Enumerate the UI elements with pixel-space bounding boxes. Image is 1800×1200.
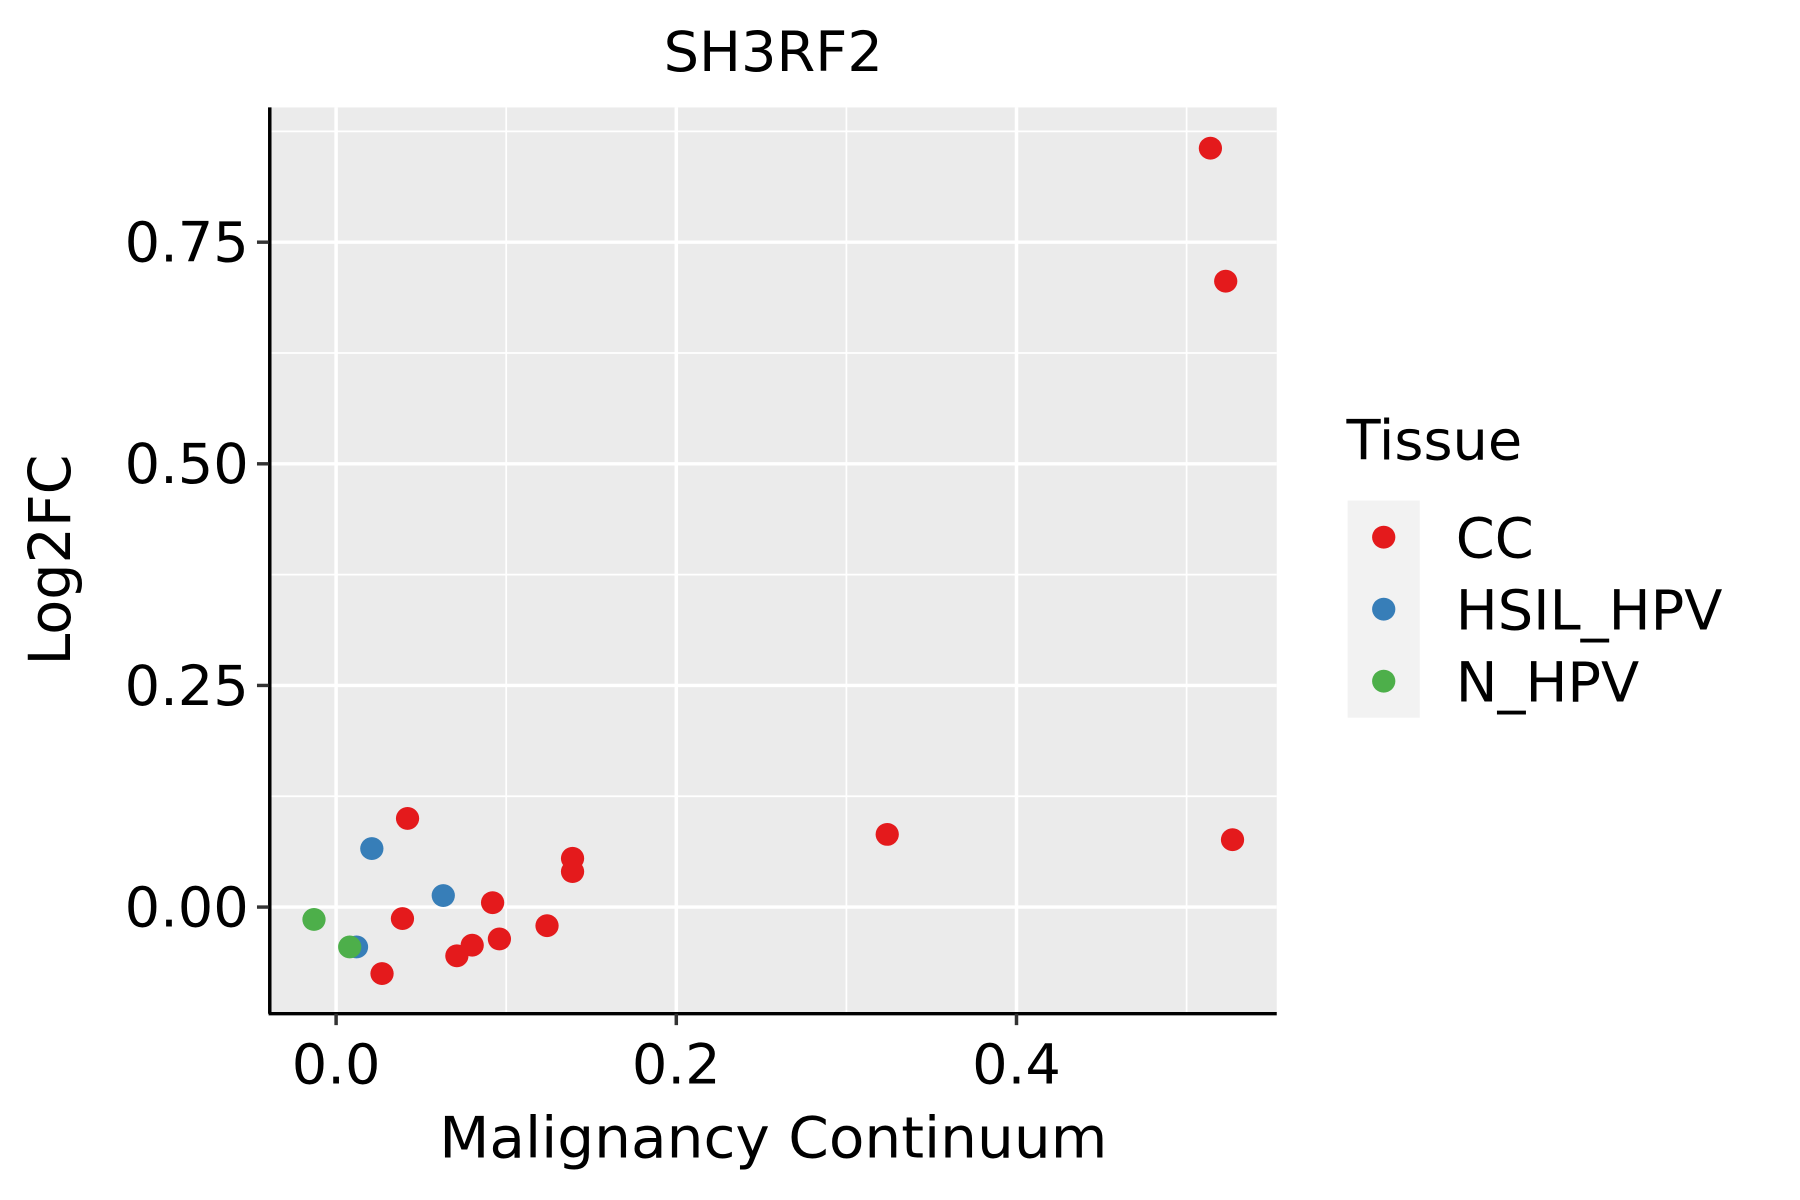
data-point-n-hpv — [302, 908, 326, 931]
data-point-cc — [487, 927, 512, 951]
data-point-hsil-hpv — [360, 837, 384, 860]
data-point-cc — [445, 944, 469, 968]
x-axis-label: Malignancy Continuum — [439, 1104, 1107, 1171]
x-tick-label: 0.0 — [292, 1034, 381, 1097]
y-tick-label: 0.00 — [125, 877, 249, 940]
data-points — [302, 136, 1245, 985]
x-tick-label: 0.2 — [632, 1034, 721, 1097]
x-tick-label: 0.4 — [972, 1034, 1061, 1097]
data-point-cc — [535, 914, 559, 938]
data-point-cc — [395, 806, 420, 830]
data-point-cc — [1214, 269, 1238, 293]
data-point-cc — [390, 907, 415, 931]
axis-ticks: 0.0 0.2 0.4 0.00 0.25 0.50 0.75 — [125, 212, 1061, 1097]
plot-panel — [269, 107, 1277, 1013]
data-point-cc — [1198, 136, 1223, 160]
grid-lines — [269, 107, 1277, 1013]
legend-key-n-hpv — [1372, 669, 1396, 693]
chart-title: SH3RF2 — [664, 21, 883, 84]
y-tick-label: 0.25 — [125, 655, 249, 718]
legend-label: HSIL_HPV — [1456, 580, 1723, 643]
y-tick-label: 0.75 — [125, 212, 249, 275]
y-axis-label: Log2FC — [15, 454, 84, 665]
data-point-cc — [875, 822, 899, 846]
legend: Tissue CC HSIL_HPV N_HPV — [1346, 410, 1723, 718]
legend-title: Tissue — [1346, 410, 1523, 473]
legend-key-cc — [1372, 525, 1396, 549]
legend-label: N_HPV — [1456, 652, 1640, 715]
legend-key-hsil-hpv — [1372, 597, 1396, 621]
data-point-cc — [480, 891, 505, 915]
data-point-cc — [1220, 828, 1245, 852]
y-tick-label: 0.50 — [125, 434, 249, 497]
data-point-cc — [370, 962, 394, 985]
data-point-n-hpv — [338, 935, 362, 959]
legend-label: CC — [1456, 508, 1534, 571]
data-point-hsil-hpv — [431, 884, 455, 907]
data-point-cc — [560, 860, 585, 884]
